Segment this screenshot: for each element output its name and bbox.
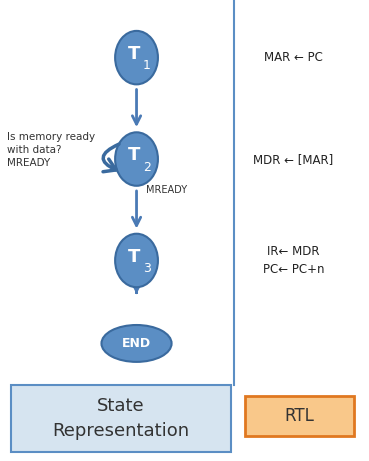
Ellipse shape: [101, 325, 172, 362]
FancyBboxPatch shape: [11, 385, 231, 452]
Text: MAR ← PC: MAR ← PC: [264, 51, 323, 64]
FancyBboxPatch shape: [245, 396, 354, 436]
FancyArrowPatch shape: [103, 144, 119, 172]
Text: 1: 1: [143, 59, 151, 72]
Text: IR← MDR
PC← PC+n: IR← MDR PC← PC+n: [263, 245, 324, 276]
Text: T: T: [127, 146, 140, 165]
Text: 3: 3: [143, 262, 151, 275]
Text: END: END: [122, 337, 151, 350]
Text: T: T: [127, 45, 140, 63]
Circle shape: [115, 234, 158, 287]
Text: T: T: [127, 248, 140, 266]
Text: Is memory ready
with data?
MREADY: Is memory ready with data? MREADY: [7, 132, 96, 168]
Circle shape: [115, 132, 158, 186]
Text: State
Representation: State Representation: [52, 397, 189, 440]
Text: 2: 2: [143, 161, 151, 174]
Text: MDR ← [MAR]: MDR ← [MAR]: [253, 153, 334, 165]
Text: MREADY: MREADY: [146, 185, 187, 195]
Circle shape: [115, 31, 158, 84]
Text: RTL: RTL: [285, 407, 315, 425]
